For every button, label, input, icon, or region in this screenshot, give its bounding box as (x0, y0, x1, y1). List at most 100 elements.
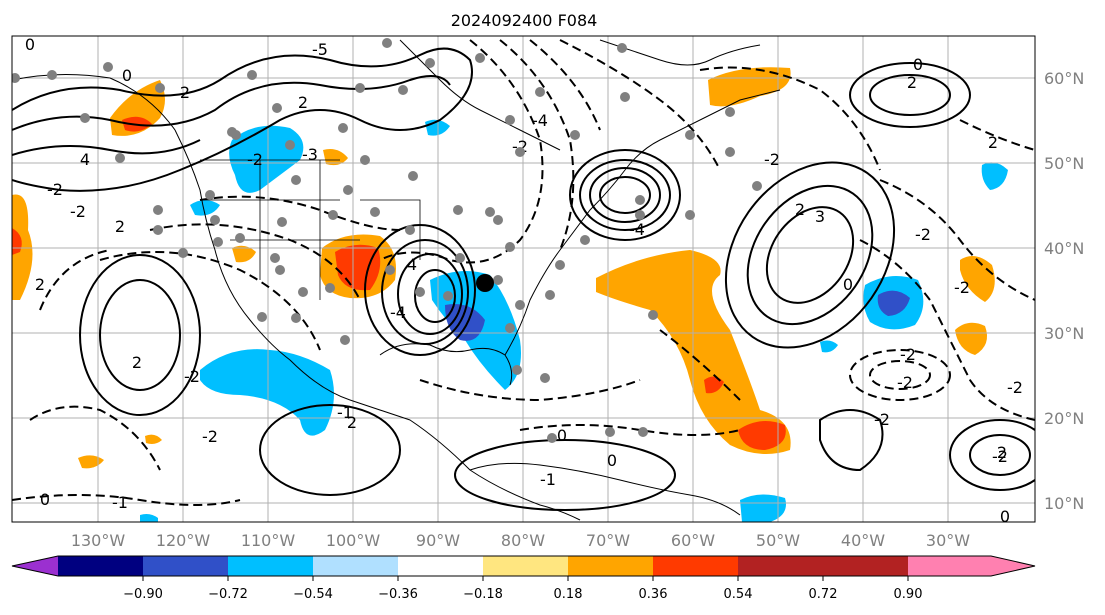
contour-label: -2 (897, 373, 913, 392)
contour-label: -1 (337, 403, 353, 422)
shade-blue-small-1 (190, 200, 220, 216)
contour-solid-se-2 (969, 434, 1031, 476)
contour-label: 2 (997, 443, 1007, 462)
colorbar-tick: 0.54 (724, 587, 753, 602)
colorbar-segment (313, 556, 398, 576)
contour-label: -2 (184, 367, 200, 386)
contour-solid-high-3 (589, 167, 661, 223)
contour-label: 0 (913, 55, 923, 74)
lon-tick-label: 120°W (156, 531, 211, 550)
contour-label: 2 (988, 133, 998, 152)
contour-solid-high-2 (579, 159, 671, 231)
shade-orange-east-1 (960, 256, 995, 302)
contour-label: -2 (1007, 378, 1023, 397)
colorbar-tick: −0.36 (378, 587, 418, 602)
colorbar-extend-high (908, 556, 1035, 576)
colorbar-segment (823, 556, 908, 576)
contour-solid-storm-1 (364, 224, 476, 356)
contour-label: 2 (298, 93, 308, 112)
lon-tick-label: 40°W (841, 531, 885, 550)
lat-tick-label: 10°N (1044, 494, 1084, 513)
lon-tick-label: 50°W (756, 531, 800, 550)
lat-axis: 60°N 50°N 40°N 30°N 20°N 10°N (1044, 69, 1084, 513)
contour-label: 4 (407, 255, 417, 274)
coast-arctic (599, 39, 761, 66)
lon-axis: 130°W 120°W 110°W 100°W 90°W 80°W 70°W 6… (71, 531, 970, 550)
contours-solid (12, 47, 1035, 511)
shade-orange-labrador (708, 67, 791, 107)
coastlines (12, 39, 781, 521)
contour-label: 2 (795, 200, 805, 219)
contour-label: 0 (1000, 507, 1010, 526)
contour-label: -4 (532, 111, 548, 130)
shade-blue-mexico (200, 349, 334, 436)
contour-label: -4 (390, 303, 406, 322)
lat-tick-label: 30°N (1044, 324, 1084, 343)
contour-label: -2 (47, 180, 63, 199)
contour-dashed-5 (199, 195, 401, 231)
colorbar-tick: 0.36 (639, 587, 668, 602)
contour-dashed-17 (959, 119, 1035, 151)
contour-label: -2 (874, 410, 890, 429)
colorbar: −0.90 −0.72 −0.54 −0.36 −0.18 0.18 0.36 … (11, 555, 1036, 602)
lat-tick-label: 50°N (1044, 154, 1084, 173)
state-borders (200, 159, 421, 300)
contour-label: -2 (70, 202, 86, 221)
lat-tick-label: 60°N (1044, 69, 1084, 88)
shade-blue-ne (981, 162, 1008, 190)
contour-dashed-4 (559, 39, 721, 171)
contour-label: -2 (764, 150, 780, 169)
colorbar-segment (143, 556, 228, 576)
contour-label: -4 (629, 220, 645, 239)
lon-tick-label: 100°W (326, 531, 381, 550)
contour-label: -2 (992, 447, 1008, 466)
contour-solid-pacific-2 (99, 279, 181, 391)
shade-blue-rockies (229, 125, 304, 193)
contour-label: -2 (247, 150, 263, 169)
contour-label: 2 (132, 353, 142, 372)
station-markers (12, 38, 762, 443)
lon-tick-label: 90°W (416, 531, 460, 550)
contour-dashed-10 (12, 494, 241, 506)
contour-dashed-9 (29, 405, 161, 471)
contour-label: 0 (25, 35, 35, 54)
contour-dashed-8 (39, 249, 111, 311)
shade-orange-west-edge (12, 194, 33, 300)
contour-dashed-3 (529, 39, 601, 131)
contour-solid-atl-3 (765, 206, 855, 304)
colorbar-tick: −0.54 (293, 587, 333, 602)
contour-label: 0 (607, 451, 617, 470)
shade-blue-small-3 (820, 340, 838, 353)
lat-tick-label: 20°N (1044, 409, 1084, 428)
graticule (12, 36, 1035, 522)
contour-label: -5 (312, 40, 328, 59)
colorbar-tick: 0.72 (809, 587, 838, 602)
colorbar-segment (228, 556, 313, 576)
contour-dashed-7 (99, 251, 321, 351)
coast-atlantic-na (504, 89, 781, 356)
contour-label: 0 (40, 490, 50, 509)
colorbar-extend-low (12, 556, 58, 576)
colorbar-tick: −0.18 (463, 587, 503, 602)
coast-gulf (379, 343, 513, 386)
contour-label: -2 (954, 278, 970, 297)
contour-dashed-13 (879, 179, 1035, 301)
contour-dashed-15 (849, 349, 951, 401)
contour-label: 0 (122, 66, 132, 85)
map-content: 0 2 4 -2 -4 2 0 -2 4 -2 2 3 2 -2 0 2 -2 … (12, 35, 1035, 526)
lon-tick-label: 60°W (671, 531, 715, 550)
contour-solid-pacific-1 (79, 254, 201, 416)
contour-solid-jet-3 (12, 139, 201, 156)
contour-label: 2 (115, 217, 125, 236)
contour-dashed-1 (379, 39, 544, 264)
contour-label: 2 (347, 413, 357, 432)
contour-label: 2 (907, 73, 917, 92)
colorbar-tick: −0.90 (123, 587, 163, 602)
lon-tick-label: 70°W (586, 531, 630, 550)
colorbar-segment (568, 556, 653, 576)
contour-label: -2 (202, 427, 218, 446)
contour-solid-ne-1 (849, 62, 971, 128)
lon-tick-label: 110°W (241, 531, 296, 550)
contour-label: -1 (540, 470, 556, 489)
